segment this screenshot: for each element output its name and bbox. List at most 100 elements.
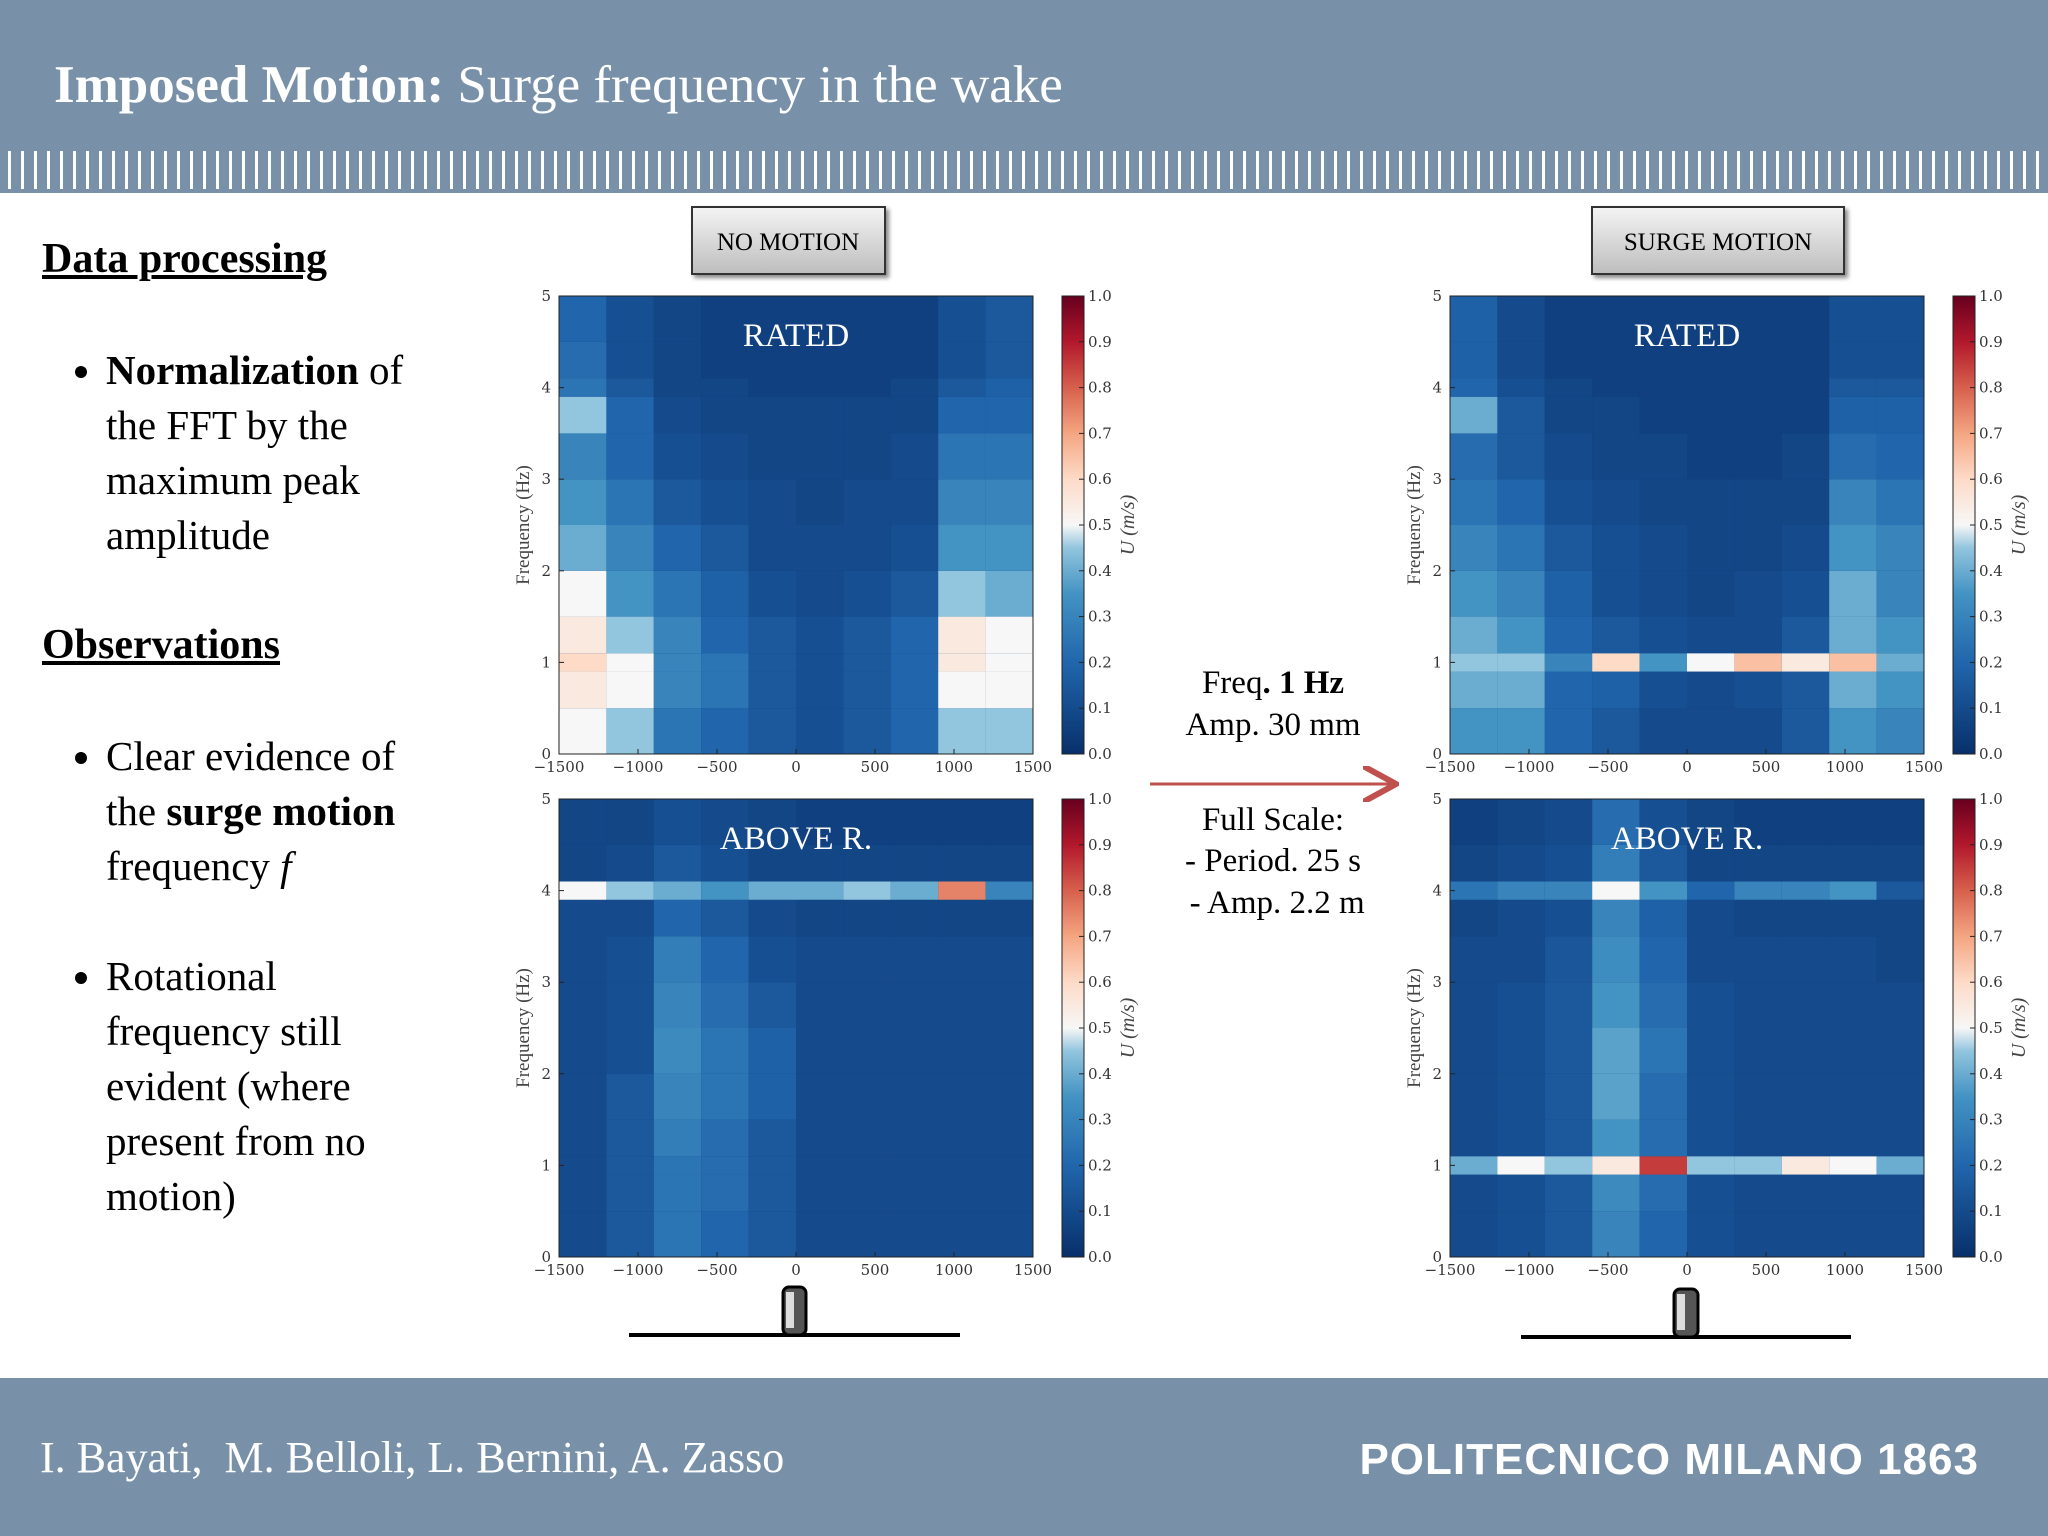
heatmap-cell <box>1592 899 1640 937</box>
heatmap-cell <box>1639 671 1687 709</box>
heatmap-cell <box>1592 1028 1640 1074</box>
heatmap-cell <box>1734 1028 1782 1074</box>
y-tick-label: 3 <box>541 973 551 991</box>
heatmap-cell <box>1687 396 1735 434</box>
heatmap-cell <box>1829 433 1877 480</box>
heatmap-cell <box>1781 433 1830 480</box>
heatmap-cell <box>1639 1156 1687 1175</box>
heatmap-cell <box>653 570 702 617</box>
heatmap-cell <box>985 671 1033 709</box>
heatmap-cell <box>1639 844 1687 882</box>
heatmap-cell <box>938 570 986 617</box>
heatmap-cell <box>1876 936 1924 983</box>
colorbar-tick-label: 0.6 <box>1088 470 1112 488</box>
heatmap-cell <box>985 341 1033 379</box>
bullet: Clear evidence of the surge motion frequ… <box>106 729 446 894</box>
heatmap-cell <box>1876 396 1924 434</box>
heatmap-cell <box>606 1211 654 1257</box>
heatmap-cell <box>559 616 607 654</box>
heatmap-cell <box>559 1174 607 1212</box>
heatmap-cell <box>1734 1073 1782 1120</box>
x-tick-label: −1500 <box>1425 758 1476 776</box>
heatmap-cell <box>1781 378 1830 397</box>
heatmap-cell <box>1781 982 1830 1028</box>
heatmap-cell <box>1829 1028 1877 1074</box>
heatmap-cell <box>843 570 891 617</box>
heatmap-cell <box>796 1028 844 1074</box>
heatmap-cell <box>1734 844 1782 882</box>
heatmap-cell <box>1544 936 1593 983</box>
heatmap-cell <box>606 378 654 397</box>
heatmap-cell <box>890 433 939 480</box>
heatmap-cell <box>701 396 749 434</box>
heatmap-cell <box>890 378 939 397</box>
heatmap-cell <box>1592 378 1640 397</box>
heatmap-cell <box>796 982 844 1028</box>
heatmap-cell <box>653 1174 702 1212</box>
y-tick-label: 1 <box>541 1156 551 1174</box>
heatmap-cell <box>559 899 607 937</box>
heatmap-cell <box>1497 844 1545 882</box>
heatmap-cell <box>1876 1073 1924 1120</box>
x-tick-label: 1000 <box>1826 1261 1864 1279</box>
heatmap-cell <box>559 396 607 434</box>
column-label: NO MOTION <box>717 229 859 256</box>
heatmap-cell <box>701 799 749 845</box>
heatmap-cell <box>1781 881 1830 900</box>
heatmap-cell <box>890 844 939 882</box>
heatmap-cell <box>1781 844 1830 882</box>
heatmap-cell <box>748 525 796 571</box>
heatmap-cell <box>1544 1073 1593 1120</box>
heatmap-cell <box>796 616 844 654</box>
colorbar-label: U (m/s) <box>1117 997 1139 1058</box>
heatmap-cell <box>1781 341 1830 379</box>
heatmap-cell <box>890 296 939 342</box>
heatmap-cell <box>748 616 796 654</box>
heatmap-cell <box>890 525 939 571</box>
heatmap-cell <box>1450 1174 1498 1212</box>
heatmap-cell <box>748 936 796 983</box>
heatmap-cell <box>985 1073 1033 1120</box>
heatmap-cell <box>1876 1156 1924 1175</box>
heatmap-cell <box>1781 525 1830 571</box>
heatmap-cell <box>701 341 749 379</box>
bullet: Rotational frequency still evident (wher… <box>106 949 446 1224</box>
heatmap-cell <box>1497 396 1545 434</box>
y-tick-label: 3 <box>1432 470 1442 488</box>
heatmap-cell <box>938 671 986 709</box>
y-tick-label: 5 <box>1432 287 1442 305</box>
heatmap-cell <box>1876 799 1924 845</box>
heatmap-cell <box>1639 396 1687 434</box>
heatmap-cell <box>606 1073 654 1120</box>
colorbar-tick-label: 0.0 <box>1088 745 1112 763</box>
heatmap-cell <box>1781 799 1830 845</box>
heatmap-cell <box>985 296 1033 342</box>
heatmap-cell <box>701 296 749 342</box>
heatmap-cell <box>1592 341 1640 379</box>
heatmap-cell <box>1544 708 1593 754</box>
heatmap-cell <box>1781 570 1830 617</box>
heatmap-cell <box>985 844 1033 882</box>
x-tick-label: 500 <box>1752 1261 1781 1279</box>
heatmap-cell <box>1829 378 1877 397</box>
heatmap-cell <box>1829 616 1877 654</box>
heatmap-cell <box>701 525 749 571</box>
heatmap-cell <box>843 479 891 525</box>
colorbar-tick-label: 0.1 <box>1979 1202 2003 1220</box>
bullet-list: Clear evidence of the surge motion frequ… <box>42 729 462 1224</box>
x-tick-label: 1500 <box>1014 1261 1052 1279</box>
heatmap-cell <box>1876 341 1924 379</box>
colorbar-tick-label: 0.5 <box>1088 1019 1112 1037</box>
heatmap-cell <box>1687 708 1735 754</box>
heatmap-cell <box>890 799 939 845</box>
heatmap-cell <box>1876 1174 1924 1212</box>
colorbar-tick-label: 0.6 <box>1979 470 2003 488</box>
heatmap-cell <box>843 982 891 1028</box>
heatmap-cell <box>1781 671 1830 709</box>
heatmap-cell <box>1544 616 1593 654</box>
heatmap-cell <box>1450 708 1498 754</box>
heatmap-cell <box>653 799 702 845</box>
heatmap-cell <box>1497 525 1545 571</box>
x-tick-label: 1000 <box>935 758 973 776</box>
heatmap-cell <box>938 799 986 845</box>
